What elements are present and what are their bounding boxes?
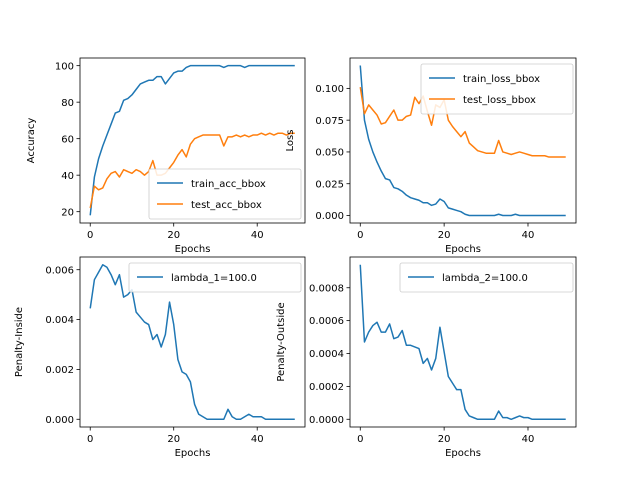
y-tick-label: 0.0004 [309, 349, 344, 360]
legend: lambda_2=100.0 [399, 262, 574, 293]
series-line-train_acc_bbox [89, 64, 295, 216]
series-line-lambda_1=100.0 [89, 263, 295, 421]
legend-entry: train_acc_bbox [191, 179, 266, 190]
x-tick-label: 40 [251, 434, 264, 445]
x-axis-label: Epochs [445, 448, 481, 459]
x-tick-label: 20 [167, 434, 180, 445]
y-tick-label: 0.0000 [309, 415, 344, 426]
x-tick-label: 0 [87, 230, 93, 241]
series-line-test_acc_bbox [89, 132, 295, 209]
x-tick-label: 40 [522, 230, 535, 241]
x-tick-label: 20 [167, 230, 180, 241]
legend-box [128, 262, 302, 293]
y-axis-label: Accuracy [26, 118, 37, 164]
x-tick-label: 40 [251, 230, 264, 241]
axes-frame [79, 256, 306, 428]
y-tick-label: 100 [55, 61, 74, 72]
series-line-lambda_2=100.0 [359, 264, 566, 421]
y-axis-label: Penalty-Outside [276, 302, 287, 381]
y-tick-label: 0.075 [315, 116, 344, 127]
axes-frame [349, 256, 577, 428]
y-tick-label: 0.002 [45, 365, 74, 376]
y-tick-label: 40 [61, 171, 74, 182]
series-line-train_loss_bbox [359, 65, 566, 217]
axes-frame [349, 57, 577, 224]
axes-frame [79, 57, 306, 224]
y-tick-label: 0.004 [45, 315, 74, 326]
legend-entry: test_loss_bbox [463, 95, 536, 106]
y-tick-label: 0.006 [45, 265, 74, 276]
series-line-test_loss_bbox [359, 86, 566, 158]
y-tick-label: 0.100 [315, 84, 344, 95]
x-tick-label: 0 [87, 434, 93, 445]
x-tick-label: 20 [438, 230, 451, 241]
y-tick-label: 0.025 [315, 179, 344, 190]
x-axis-label: Epochs [175, 244, 211, 255]
x-tick-label: 20 [438, 434, 451, 445]
legend-entry: lambda_2=100.0 [442, 273, 528, 284]
y-tick-label: 0.050 [315, 148, 344, 159]
subplot-2: 0 20 40 0.000 0.025 0.050 0.075 0.100 Epochs Loss… [285, 57, 577, 255]
y-tick-label: 60 [61, 134, 74, 145]
subplot-3: 0 20 40 0.000 0.002 0.004 0.006 Epochs Penalty-I… [14, 256, 306, 459]
x-tick-label: 40 [522, 434, 535, 445]
subplot-4: 0 20 40 0.0000 0.0002 0.0004 0.0006 0.0008 Epoch… [276, 256, 577, 459]
legend: train_acc_bbox test_acc_bbox [148, 168, 302, 220]
x-axis-label: Epochs [445, 244, 481, 255]
legend-box [148, 168, 302, 220]
y-tick-label: 0.0006 [309, 316, 344, 327]
y-tick-label: 20 [61, 207, 74, 218]
y-tick-label: 0.000 [315, 211, 344, 222]
y-axis-label: Penalty-Inside [14, 307, 25, 377]
y-axis-label: Loss [285, 130, 296, 152]
legend-box [420, 63, 574, 115]
legend: lambda_1=100.0 [128, 262, 302, 293]
y-tick-label: 0.0008 [309, 283, 344, 294]
x-tick-label: 0 [357, 434, 363, 445]
y-tick-label: 80 [61, 98, 74, 109]
legend-entry: lambda_1=100.0 [171, 273, 257, 284]
y-tick-label: 0.000 [45, 415, 74, 426]
subplot-1: 0 20 40 20 40 60 80 100 Epochs Accuracy train_acc_… [26, 57, 306, 255]
legend-entry: test_acc_bbox [191, 200, 262, 211]
y-tick-label: 0.0002 [309, 382, 344, 393]
legend-entry: train_loss_bbox [463, 74, 540, 85]
x-axis-label: Epochs [175, 448, 211, 459]
legend-box [399, 262, 574, 293]
x-tick-label: 0 [357, 230, 363, 241]
legend: train_loss_bbox test_loss_bbox [420, 63, 574, 115]
